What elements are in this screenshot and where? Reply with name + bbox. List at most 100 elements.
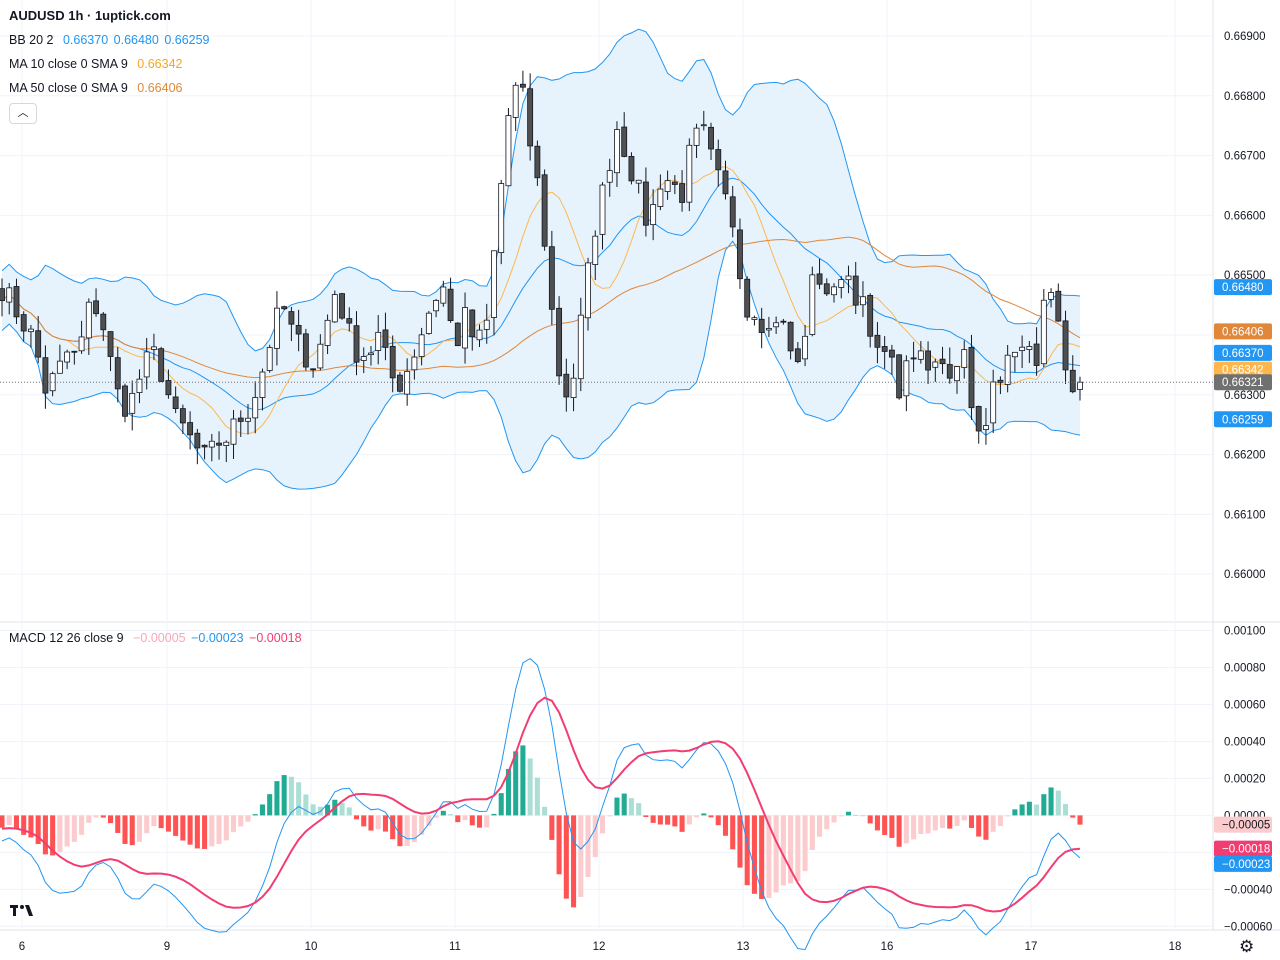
- candle-body: [71, 350, 78, 353]
- macd-histogram-bar: [440, 810, 446, 816]
- macd-tick-label: 0.00060: [1224, 699, 1266, 711]
- candle-body: [910, 357, 917, 360]
- candle-body: [78, 336, 85, 352]
- candle-body: [679, 183, 686, 203]
- time-tick-label: 11: [449, 941, 461, 953]
- price-badge: [1214, 374, 1272, 391]
- macd-histogram-bar: [940, 815, 946, 829]
- candle-body: [780, 320, 787, 323]
- ma10-legend[interactable]: MA 10 close 0 SMA 9 0.66342: [9, 57, 188, 71]
- macd-histogram-bar: [997, 815, 1003, 826]
- candle-body: [787, 321, 794, 352]
- macd-signal-value: −0.00018: [249, 631, 302, 645]
- bollinger-band-fill: [2, 29, 1080, 490]
- macd-histogram-bar: [918, 815, 924, 835]
- macd-histogram-bar: [903, 815, 909, 844]
- candle-body: [599, 184, 606, 235]
- ma50-legend[interactable]: MA 50 close 0 SMA 9 0.66406: [9, 81, 188, 95]
- candle-body: [758, 318, 765, 333]
- bb-legend[interactable]: BB 20 2 0.66370 0.66480 0.66259: [9, 33, 216, 47]
- macd-histogram-bar: [100, 815, 106, 818]
- candle-body: [975, 406, 982, 432]
- time-tick-label: 12: [593, 941, 606, 953]
- macd-histogram-bar: [1062, 803, 1069, 816]
- macd-histogram-bar: [542, 806, 548, 816]
- candle-body: [563, 373, 570, 398]
- macd-histogram-bar: [614, 797, 620, 816]
- macd-histogram-bar: [795, 815, 801, 881]
- candle-body: [93, 300, 99, 315]
- macd-tick-label: −0.00040: [1224, 884, 1272, 896]
- macd-histogram-bar: [303, 794, 309, 816]
- macd-histogram-bar: [86, 815, 92, 823]
- macd-histogram-bar: [961, 815, 967, 821]
- candle-body: [635, 179, 642, 184]
- macd-pane[interactable]: [0, 657, 1083, 951]
- candle-body: [823, 283, 830, 295]
- candle-body: [317, 343, 324, 369]
- macd-histogram-bar: [585, 815, 591, 877]
- candle-body: [765, 328, 772, 331]
- macd-histogram-bar: [983, 815, 989, 840]
- candle-body: [693, 127, 700, 146]
- macd-histogram-bar: [79, 815, 85, 835]
- macd-histogram-bar: [817, 815, 823, 837]
- price-pane[interactable]: [0, 28, 1213, 490]
- macd-histogram-bar: [397, 815, 403, 847]
- time-axis[interactable]: 6 9 10 11 12 13 16 17 18: [19, 941, 1182, 953]
- bb-lower-value: 0.66259: [164, 33, 210, 47]
- candle-body: [252, 397, 259, 419]
- macd-histogram-bar: [571, 815, 577, 908]
- candle-body: [411, 356, 418, 371]
- price-badge-text: 0.66406: [1222, 326, 1264, 338]
- candle-body: [179, 408, 186, 424]
- gear-icon[interactable]: ⚙: [1239, 937, 1255, 956]
- bollinger-upper-line: [1, 28, 1081, 352]
- candle-body: [310, 368, 317, 371]
- candle-body: [570, 377, 577, 398]
- macd-histogram-bar: [773, 815, 779, 893]
- macd-badge-text: −0.00005: [1222, 820, 1270, 832]
- macd-hist-value: −0.00005: [133, 631, 186, 645]
- candle-body: [201, 444, 208, 448]
- candle-body: [983, 425, 989, 430]
- time-tick-label: 17: [1025, 941, 1038, 953]
- price-tick-label: 0.66900: [1224, 31, 1266, 43]
- candle-body: [650, 204, 657, 226]
- macd-histogram-bar: [274, 781, 280, 816]
- price-badge: [1214, 323, 1272, 340]
- candle-body: [259, 371, 266, 398]
- macd-histogram-bar: [296, 782, 302, 816]
- candle-body: [6, 287, 13, 303]
- candle-body: [454, 322, 461, 347]
- macd-histogram-bar: [71, 815, 77, 842]
- macd-histogram-bar: [556, 815, 562, 875]
- candle-body: [751, 317, 758, 320]
- macd-histogram-bar: [411, 815, 417, 843]
- tradingview-logo[interactable]: [8, 899, 40, 923]
- macd-histogram-bar: [563, 815, 569, 899]
- ma10-line: [1, 166, 1081, 435]
- macd-histogram-bar: [1012, 809, 1018, 816]
- candle-body: [42, 357, 49, 394]
- candle-body: [230, 418, 237, 445]
- chart-title: AUDUSD 1h · 1uptick.com: [9, 8, 171, 23]
- macd-histogram-bar: [715, 815, 721, 826]
- candle-body: [585, 262, 591, 319]
- macd-histogram-bar: [57, 815, 63, 852]
- macd-histogram-bar: [874, 815, 880, 831]
- time-tick-label: 16: [881, 941, 894, 953]
- macd-histogram-bar: [694, 815, 700, 818]
- price-badge-text: 0.66321: [1222, 377, 1264, 389]
- macd-histogram-bar: [845, 811, 852, 816]
- macd-legend[interactable]: MACD 12 26 close 9 −0.00005 −0.00023 −0.…: [9, 631, 308, 645]
- macd-histogram-bar: [636, 803, 642, 816]
- macd-histogram-bar: [35, 815, 41, 845]
- bollinger-middle-line: [1, 177, 1081, 411]
- macd-axis[interactable]: 0.001000.000800.000600.000400.000200.000…: [1224, 626, 1272, 934]
- macd-histogram-bar: [990, 815, 996, 832]
- collapse-legend-button[interactable]: ︿: [9, 103, 37, 124]
- candle-body: [273, 307, 280, 349]
- price-axis[interactable]: 0.669000.668000.667000.666000.665000.664…: [1224, 31, 1266, 581]
